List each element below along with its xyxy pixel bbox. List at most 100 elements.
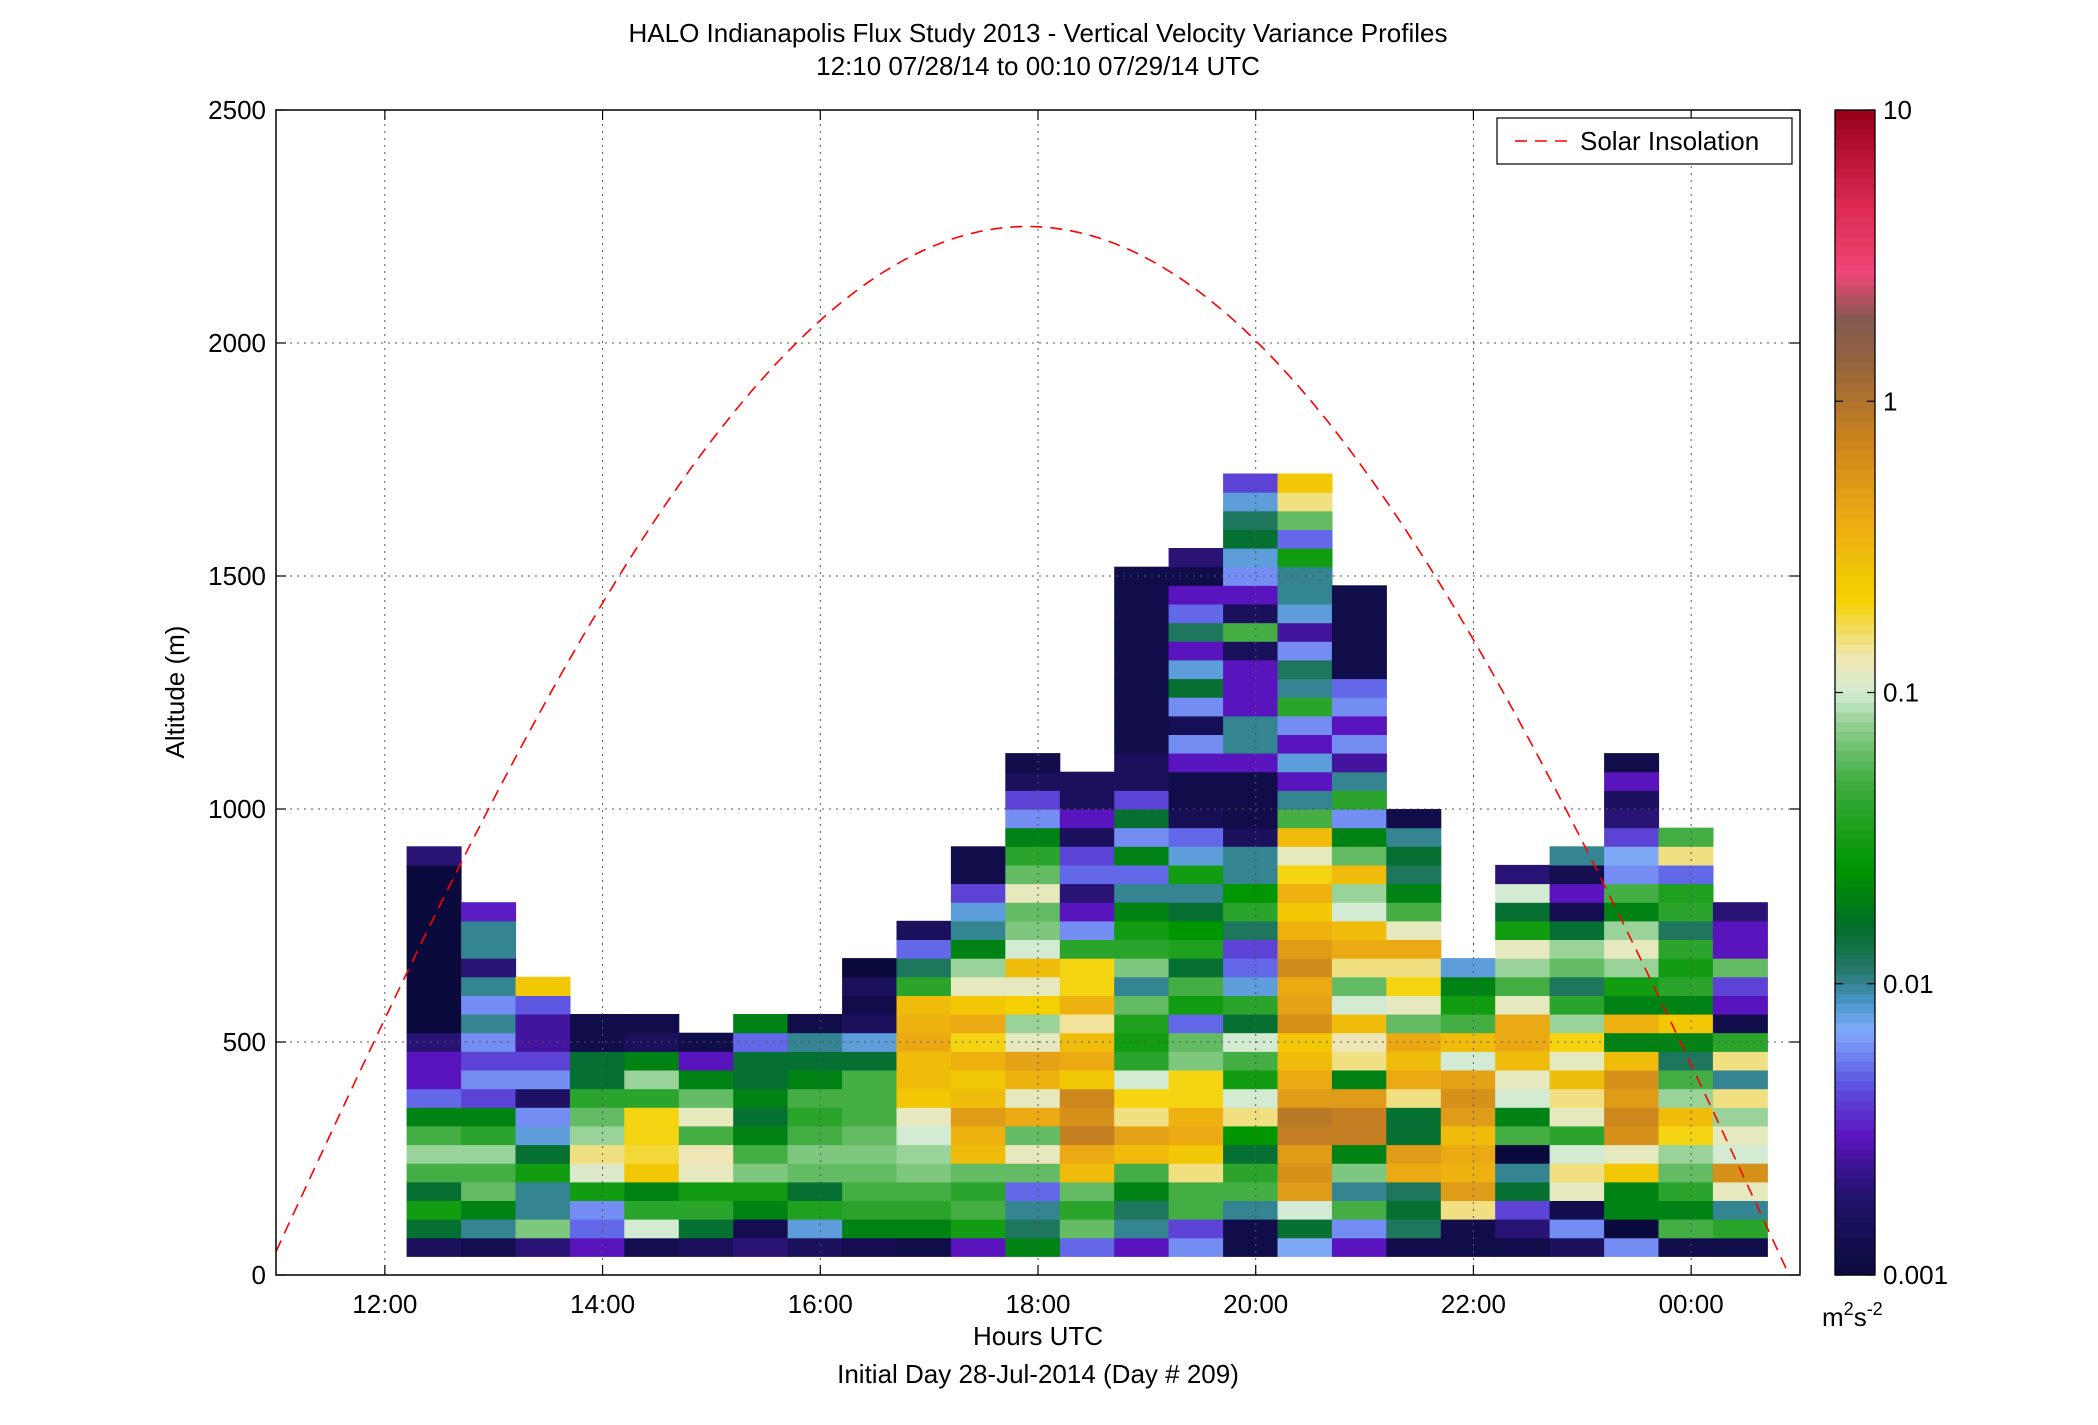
colorbar-swatch — [1835, 828, 1875, 839]
heatmap-cell — [515, 1144, 571, 1164]
heatmap-cell — [1277, 1200, 1333, 1220]
heatmap-cell — [1168, 566, 1224, 586]
heatmap-cell — [1386, 1200, 1442, 1220]
heatmap-cell — [1712, 939, 1768, 959]
heatmap-cell — [1168, 585, 1224, 605]
heatmap-cell — [1223, 809, 1279, 829]
heatmap-cell — [1386, 920, 1442, 940]
heatmap-cell — [1331, 604, 1387, 624]
colorbar-swatch — [1835, 867, 1875, 878]
heatmap-cell — [1386, 1181, 1442, 1201]
heatmap-cell — [733, 1181, 789, 1201]
heatmap-cell — [461, 920, 517, 940]
heatmap-cell — [1114, 604, 1170, 624]
heatmap-cell — [1386, 1107, 1442, 1127]
colorbar-unit-mid: s — [1854, 1302, 1867, 1332]
heatmap-cell — [1658, 1107, 1714, 1127]
heatmap-cell — [1223, 1125, 1279, 1146]
heatmap-cell — [1114, 697, 1170, 717]
colorbar-swatch — [1835, 294, 1875, 305]
heatmap-cell — [1223, 1200, 1279, 1220]
heatmap-cell — [896, 1051, 952, 1071]
heatmap-cell — [1277, 995, 1333, 1015]
heatmap-cell — [1114, 622, 1170, 642]
heatmap-cell — [1223, 771, 1279, 791]
heatmap-cell — [461, 1070, 517, 1090]
colorbar-swatch — [1835, 372, 1875, 383]
colorbar-swatch — [1835, 1245, 1875, 1257]
colorbar-swatch — [1835, 110, 1875, 121]
colorbar-swatch — [1835, 323, 1875, 334]
heatmap-cell — [1168, 715, 1224, 735]
heatmap-cell — [1223, 939, 1279, 959]
colorbar-swatch — [1835, 216, 1875, 228]
heatmap-cell — [950, 1070, 1006, 1090]
heatmap-cell — [1604, 976, 1660, 996]
heatmap-cell — [1712, 1181, 1768, 1201]
heatmap-cell — [950, 920, 1006, 940]
heatmap-cell — [515, 1014, 571, 1034]
heatmap-cell — [1114, 920, 1170, 940]
heatmap-cell — [1604, 1032, 1660, 1052]
heatmap-cell — [1386, 864, 1442, 885]
heatmap-cell — [787, 1051, 843, 1071]
colorbar-swatch — [1835, 1158, 1875, 1169]
colorbar-swatch — [1835, 886, 1875, 897]
x-tick-label: 00:00 — [1659, 1289, 1724, 1319]
heatmap-cell — [1495, 902, 1551, 922]
heatmap-cell — [569, 1163, 625, 1183]
heatmap-cell — [461, 1051, 517, 1071]
heatmap-cell — [842, 1088, 898, 1108]
grid-lines — [276, 110, 1800, 1275]
heatmap-cell — [1168, 1219, 1224, 1239]
colorbar-swatch — [1835, 954, 1875, 965]
colorbar-swatch — [1835, 925, 1875, 936]
heatmap-cell — [950, 1125, 1006, 1146]
heatmap-cell — [1331, 771, 1387, 791]
heatmap-cell — [733, 1200, 789, 1220]
heatmap-cell — [1331, 1107, 1387, 1127]
heatmap-cell — [1005, 1107, 1061, 1127]
colorbar-swatch — [1835, 207, 1875, 218]
heatmap-cell — [678, 1107, 734, 1127]
heatmap-cell — [1168, 864, 1224, 885]
heatmap-cell — [1059, 1032, 1115, 1052]
colorbar-swatch — [1835, 1003, 1875, 1014]
heatmap-cell — [1059, 1014, 1115, 1034]
heatmap-cell — [1005, 1125, 1061, 1146]
colorbar-swatch — [1835, 838, 1875, 849]
heatmap-cell — [1005, 771, 1061, 791]
heatmap-cell — [1549, 883, 1605, 903]
heatmap-cell — [1114, 659, 1170, 680]
colorbar-swatch — [1835, 1032, 1875, 1043]
heatmap-cell — [1223, 510, 1279, 530]
heatmap-cell — [1331, 809, 1387, 829]
heatmap-cell — [1331, 1032, 1387, 1052]
heatmap-cell — [1277, 1219, 1333, 1239]
heatmap-cell — [1331, 678, 1387, 698]
heatmap-cell — [1440, 976, 1496, 996]
colorbar-swatch — [1835, 459, 1875, 470]
colorbar-swatch — [1835, 517, 1875, 529]
heatmap-cell — [842, 1014, 898, 1034]
heatmap-cell — [733, 1051, 789, 1071]
heatmap-cell — [1114, 1070, 1170, 1090]
colorbar-swatch — [1835, 139, 1875, 150]
heatmap-cell — [461, 1032, 517, 1052]
colorbar-swatch — [1835, 158, 1875, 169]
heatmap-cell — [406, 883, 462, 903]
heatmap-cell — [896, 920, 952, 940]
heatmap-cell — [1331, 1237, 1387, 1257]
legend-label: Solar Insolation — [1580, 126, 1759, 156]
heatmap-cell — [624, 1144, 680, 1164]
heatmap-cell — [787, 1014, 843, 1034]
colorbar-swatch — [1835, 381, 1875, 393]
heatmap-cell — [1223, 1051, 1279, 1071]
heatmap-cell — [1495, 1051, 1551, 1071]
heatmap-cell — [1277, 1237, 1333, 1257]
heatmap-cell — [1168, 1032, 1224, 1052]
heatmap-cell — [1223, 883, 1279, 903]
heatmap-cell — [896, 1107, 952, 1127]
heatmap-cell — [1114, 585, 1170, 605]
heatmap-cell — [1168, 827, 1224, 847]
